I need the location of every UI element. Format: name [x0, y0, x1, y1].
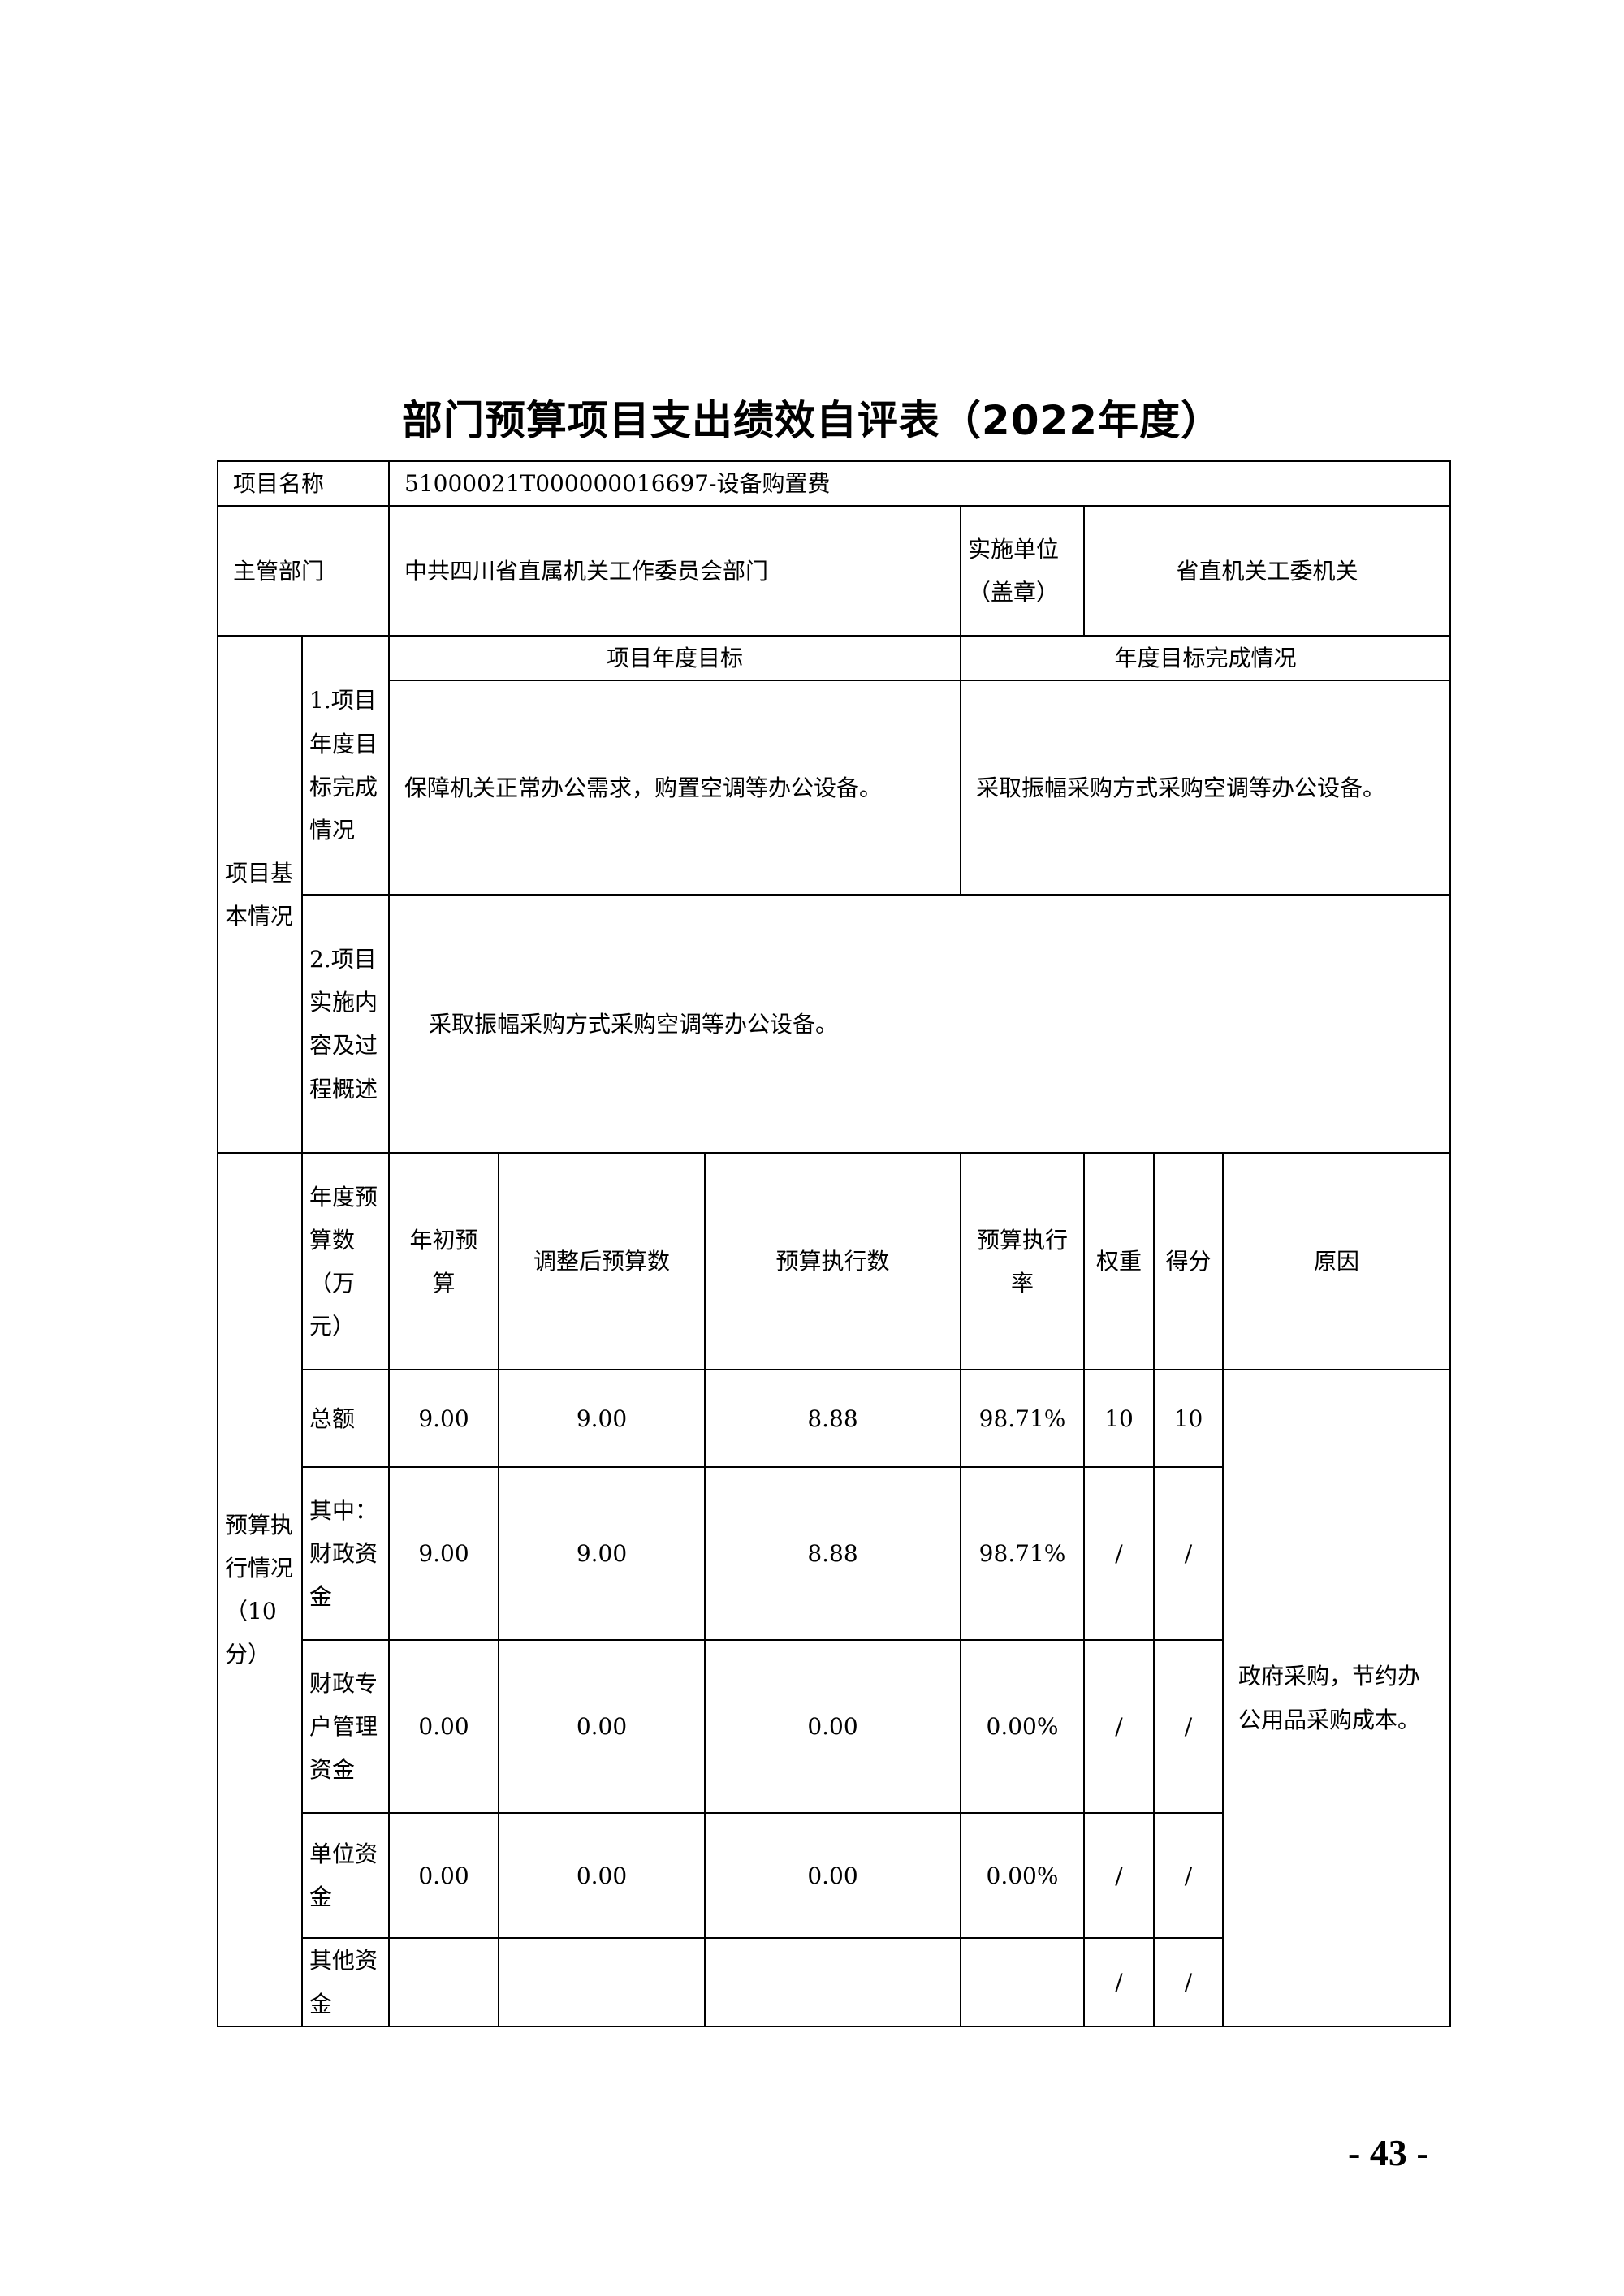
adjusted-cell: 9.00	[498, 1466, 706, 1642]
rate-cell: 98.71%	[960, 1369, 1086, 1469]
header-cell: 预算执行数	[704, 1152, 962, 1371]
executed-cell: 8.88	[704, 1466, 962, 1642]
weight-cell: 10	[1083, 1369, 1155, 1469]
budget-label: 预算执行情况（10分）	[217, 1152, 303, 2027]
table-row: 总额 9.00 9.00 8.88 98.71% 10 10 政府采购，节约办公…	[218, 1369, 1452, 2027]
score-cell: /	[1153, 1937, 1224, 2027]
adjusted-cell: 9.00	[498, 1369, 706, 1469]
score-cell: /	[1153, 1812, 1224, 1940]
rate-cell: 98.71%	[960, 1466, 1086, 1642]
performance-table: 项目名称 51000021T000000016697-设备购置费 主管部门 中共…	[216, 460, 1452, 2027]
sub1-label: 1.项目年度目标完成情况	[300, 635, 391, 896]
row-label: 其中：财政资金	[300, 1466, 391, 1642]
header-cell: 原因	[1222, 1152, 1452, 1371]
weight-cell: /	[1083, 1639, 1155, 1815]
dept-value: 中共四川省直属机关工作委员会部门	[388, 505, 962, 637]
rate-cell: 0.00%	[960, 1639, 1086, 1815]
sub2-label: 2.项目实施内容及过程概述	[300, 894, 391, 1154]
rate-cell: 0.00%	[960, 1812, 1086, 1940]
table-row: 财政专户管理资金 0.00 0.00 0.00 0.00% / /	[218, 1639, 1450, 1815]
score-cell: /	[1153, 1639, 1224, 1815]
executed-cell	[704, 1937, 962, 2027]
weight-cell: /	[1083, 1937, 1155, 2027]
basic-label: 项目基本情况	[217, 635, 303, 1154]
process-text: 采取振幅采购方式采购空调等办公设备。	[388, 894, 1452, 1154]
page-title: 部门预算项目支出绩效自评表（2022年度）	[401, 397, 1223, 444]
initial-cell: 9.00	[388, 1369, 500, 1469]
goal-header: 项目年度目标	[388, 635, 962, 682]
table-row: 其他资金 / /	[218, 1937, 1450, 2027]
adjusted-cell: 0.00	[498, 1639, 706, 1815]
completion-header: 年度目标完成情况	[960, 635, 1452, 682]
initial-cell: 0.00	[388, 1639, 500, 1815]
row-label: 总额	[300, 1369, 391, 1469]
header-cell: 年初预算	[388, 1152, 500, 1371]
executed-cell: 0.00	[704, 1812, 962, 1940]
header-cell: 调整后预算数	[498, 1152, 706, 1371]
project-name-value: 51000021T000000016697-设备购置费	[388, 460, 1452, 507]
unit-label: 实施单位（盖章）	[960, 505, 1086, 637]
executed-cell: 8.88	[704, 1369, 962, 1469]
header-cell: 年度预算数（万元）	[300, 1152, 391, 1371]
rate-cell	[960, 1937, 1086, 2027]
header-cell: 预算执行率	[960, 1152, 1086, 1371]
adjusted-cell: 0.00	[498, 1812, 706, 1940]
unit-value: 省直机关工委机关	[1083, 505, 1452, 637]
row-label: 单位资金	[300, 1812, 391, 1940]
goal-text: 保障机关正常办公需求，购置空调等办公设备。	[388, 680, 962, 896]
header-cell: 权重	[1083, 1152, 1155, 1371]
weight-cell: /	[1083, 1466, 1155, 1642]
weight-cell: /	[1083, 1812, 1155, 1940]
page-number: - 43 -	[1348, 2132, 1429, 2173]
header-cell: 得分	[1153, 1152, 1224, 1371]
completion-text: 采取振幅采购方式采购空调等办公设备。	[960, 680, 1452, 896]
initial-cell: 9.00	[388, 1466, 500, 1642]
row-label: 财政专户管理资金	[300, 1639, 391, 1815]
dept-label: 主管部门	[216, 505, 391, 637]
adjusted-cell	[498, 1937, 706, 2027]
table-row: 其中：财政资金 9.00 9.00 8.88 98.71% / /	[218, 1466, 1450, 1642]
project-name-label: 项目名称	[216, 460, 391, 507]
initial-cell	[388, 1937, 500, 2027]
initial-cell: 0.00	[388, 1812, 500, 1940]
table-row: 单位资金 0.00 0.00 0.00 0.00% / /	[218, 1812, 1450, 1940]
score-cell: 10	[1153, 1369, 1224, 1469]
score-cell: /	[1153, 1466, 1224, 1642]
executed-cell: 0.00	[704, 1639, 962, 1815]
reason-cell: 政府采购，节约办公用品采购成本。	[1222, 1369, 1452, 2027]
row-label: 其他资金	[300, 1937, 391, 2027]
